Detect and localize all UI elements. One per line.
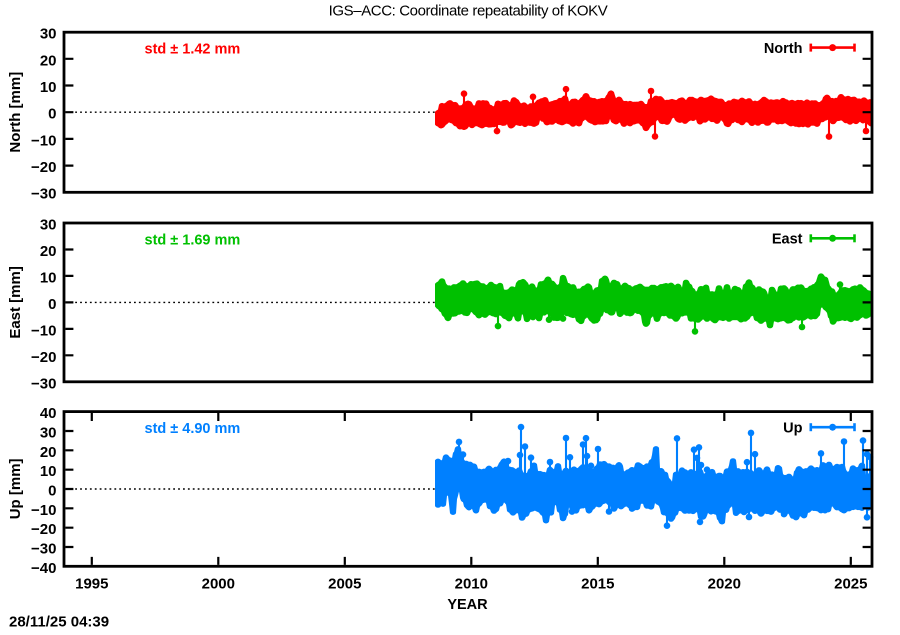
svg-text:2005: 2005 bbox=[328, 575, 361, 592]
svg-text:−30: −30 bbox=[31, 375, 56, 392]
svg-text:2020: 2020 bbox=[708, 575, 741, 592]
svg-text:−20: −20 bbox=[31, 521, 56, 538]
svg-text:20: 20 bbox=[40, 243, 57, 260]
svg-text:28/11/25 04:39: 28/11/25 04:39 bbox=[9, 613, 109, 630]
svg-text:−30: −30 bbox=[31, 186, 56, 203]
svg-text:Up [mm]: Up [mm] bbox=[7, 458, 24, 519]
svg-text:std ± 1.42 mm: std ± 1.42 mm bbox=[145, 42, 241, 58]
svg-text:20: 20 bbox=[40, 52, 57, 69]
svg-text:−20: −20 bbox=[31, 349, 56, 366]
svg-text:−10: −10 bbox=[31, 132, 56, 149]
svg-text:−40: −40 bbox=[31, 560, 56, 577]
svg-text:North: North bbox=[764, 41, 803, 57]
svg-text:0: 0 bbox=[48, 106, 56, 123]
svg-text:std ± 1.69 mm: std ± 1.69 mm bbox=[145, 232, 241, 248]
svg-text:30: 30 bbox=[40, 26, 57, 43]
svg-text:East [mm]: East [mm] bbox=[7, 266, 24, 339]
svg-text:−30: −30 bbox=[31, 541, 56, 558]
svg-text:10: 10 bbox=[40, 463, 57, 480]
svg-text:−10: −10 bbox=[31, 322, 56, 339]
svg-text:10: 10 bbox=[40, 79, 57, 96]
svg-text:2010: 2010 bbox=[455, 575, 488, 592]
svg-text:30: 30 bbox=[40, 425, 57, 442]
svg-text:20: 20 bbox=[40, 444, 57, 461]
svg-text:North [mm]: North [mm] bbox=[7, 72, 24, 153]
svg-text:Up: Up bbox=[783, 421, 802, 437]
svg-text:−10: −10 bbox=[31, 502, 56, 519]
svg-text:std ± 4.90 mm: std ± 4.90 mm bbox=[145, 421, 241, 437]
svg-text:East: East bbox=[772, 232, 803, 248]
svg-text:−20: −20 bbox=[31, 159, 56, 176]
svg-text:IGS–ACC: Coordinate repeatabil: IGS–ACC: Coordinate repeatability of KOK… bbox=[329, 2, 608, 19]
svg-text:0: 0 bbox=[48, 296, 56, 313]
svg-text:2000: 2000 bbox=[202, 575, 235, 592]
svg-text:10: 10 bbox=[40, 269, 57, 286]
svg-text:2025: 2025 bbox=[834, 575, 867, 592]
svg-text:0: 0 bbox=[48, 483, 56, 500]
svg-text:40: 40 bbox=[40, 405, 57, 422]
svg-text:2015: 2015 bbox=[581, 575, 614, 592]
svg-text:YEAR: YEAR bbox=[447, 597, 488, 613]
svg-text:30: 30 bbox=[40, 217, 57, 234]
svg-text:1995: 1995 bbox=[75, 575, 108, 592]
